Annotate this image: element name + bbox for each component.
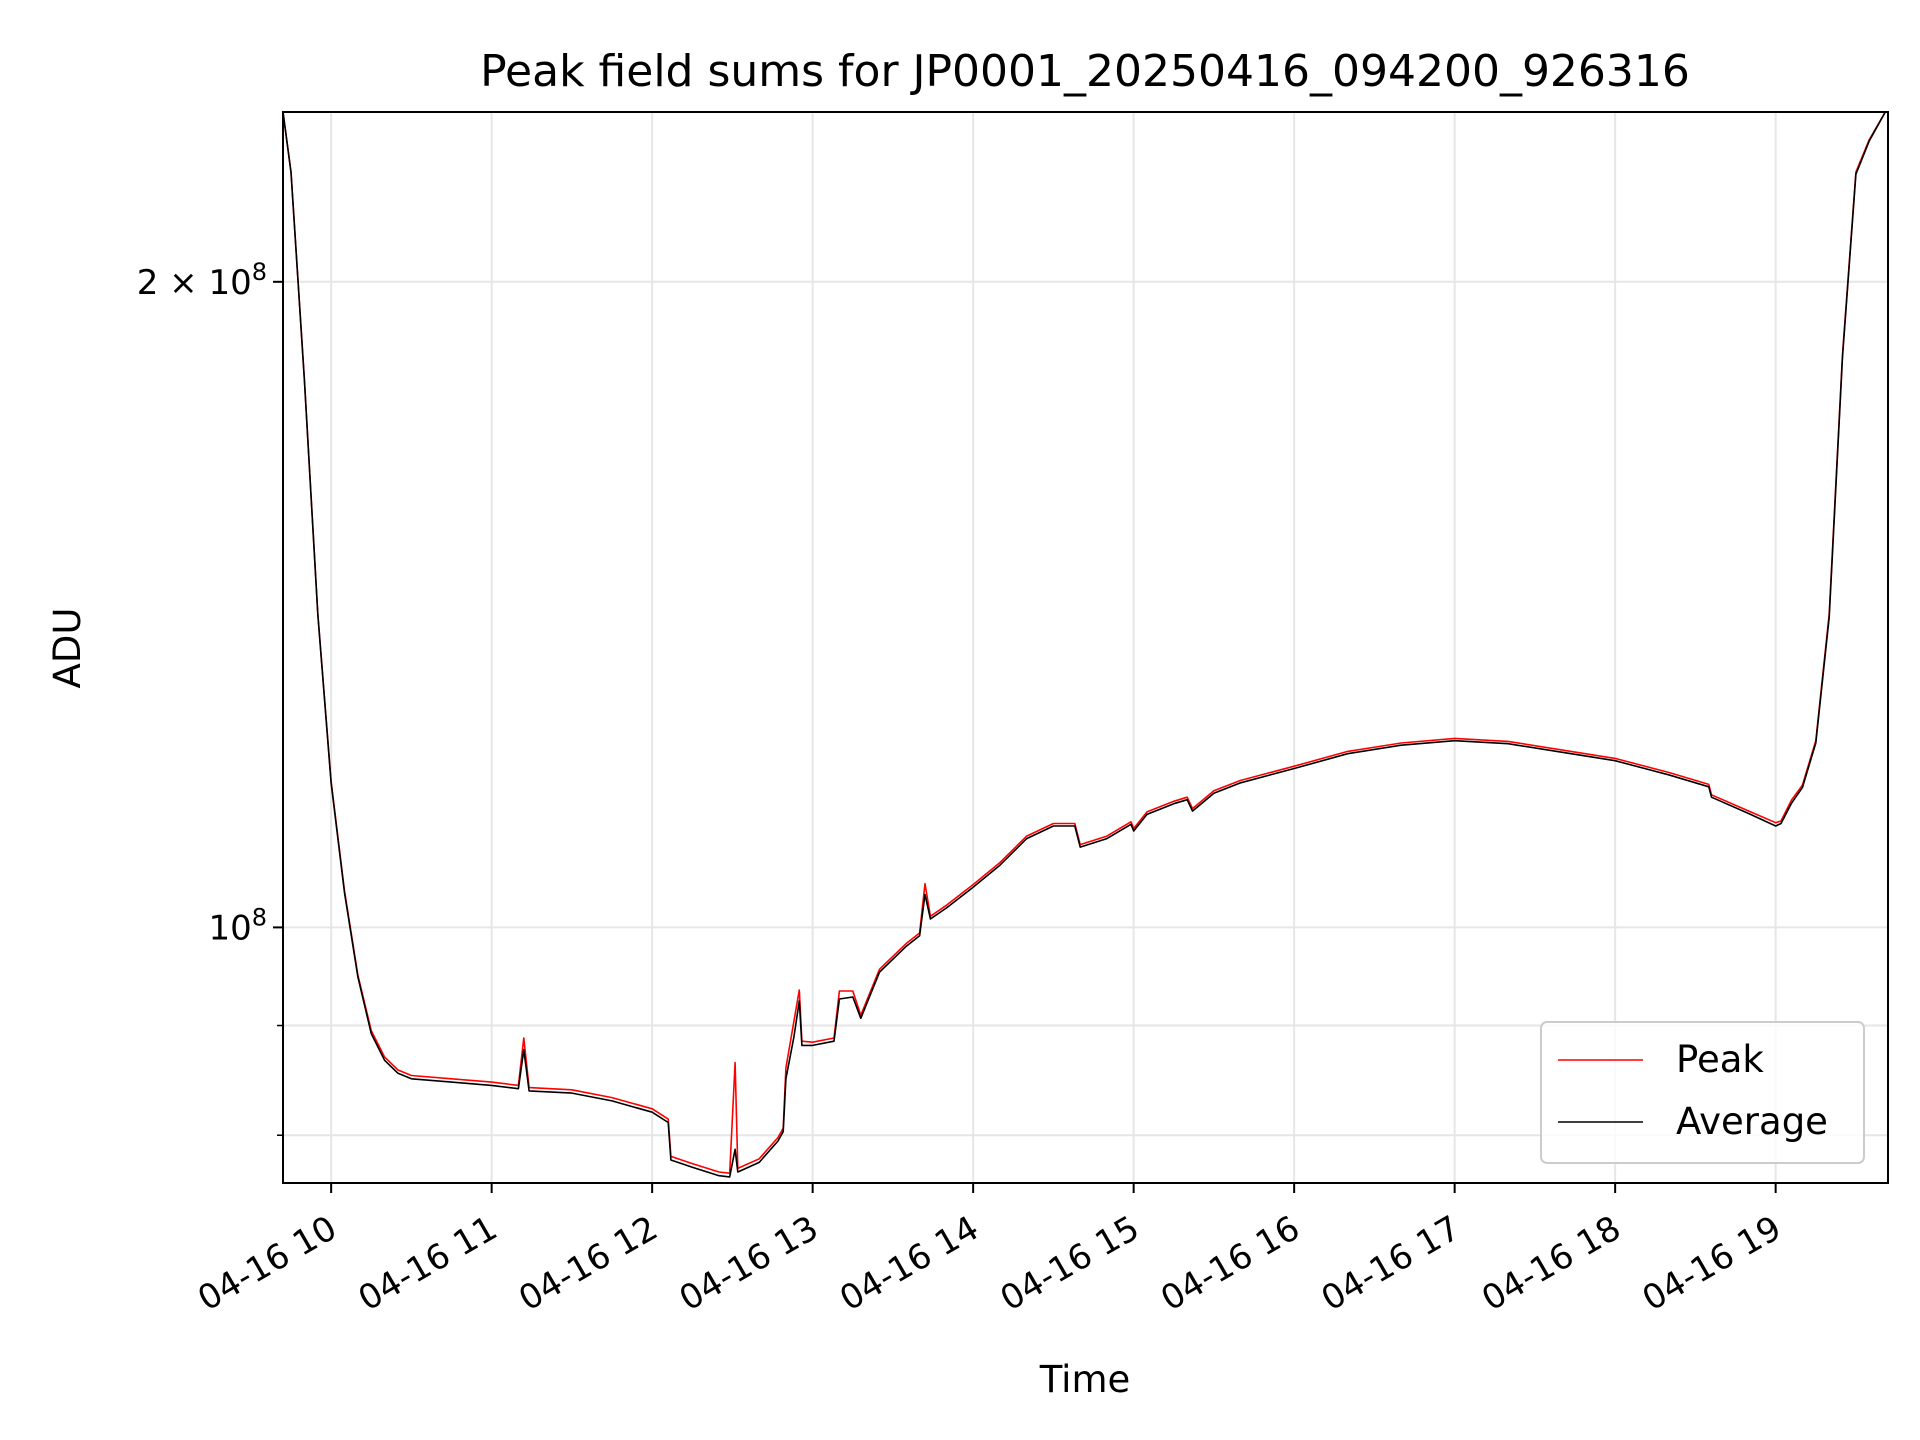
legend-label-average: Average — [1676, 1100, 1828, 1143]
plot-frame — [282, 111, 1889, 1184]
series-line-average — [283, 112, 1886, 1178]
y-tick-label: 2 × 108 — [137, 258, 267, 303]
plot-series — [283, 112, 1886, 1178]
legend: Peak Average — [1540, 1021, 1865, 1164]
x-axis-label: Time — [1039, 1358, 1131, 1401]
legend-label-peak: Peak — [1676, 1038, 1764, 1081]
grid-lines — [283, 112, 1888, 1183]
legend-box — [1540, 1021, 1865, 1164]
y-axis-label: ADU — [46, 608, 89, 689]
y-tick-label: 108 — [208, 903, 267, 948]
chart-title: Peak field sums for JP0001_20250416_0942… — [480, 46, 1690, 97]
